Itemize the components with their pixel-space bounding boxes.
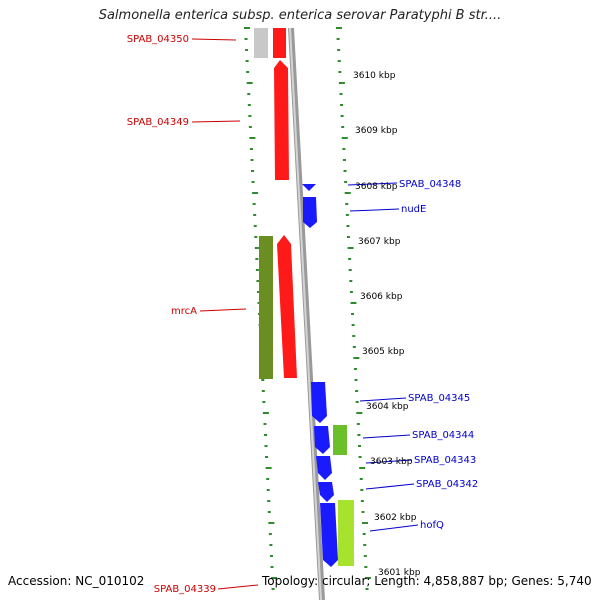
gene-hofq[interactable] <box>320 503 338 567</box>
left-tick-track <box>244 27 278 590</box>
scale-label: 3608 kbp <box>355 182 398 192</box>
gene-spab-04342[interactable] <box>318 482 334 502</box>
gene-label-spab-04339[interactable]: SPAB_04339 <box>154 584 216 595</box>
genome-summary: Topology: circular; Length: 4,858,887 bp… <box>262 574 592 588</box>
gene-label-spab-04349[interactable]: SPAB_04349 <box>127 117 189 128</box>
scale-label: 3601 kbp <box>378 568 421 578</box>
genome-backbone-highlight <box>289 27 322 600</box>
right-gene-labels: SPAB_04348 nudE SPAB_04345 SPAB_04344 SP… <box>399 179 478 531</box>
gene-label-hofq[interactable]: hofQ <box>420 520 444 531</box>
scale-label: 3605 kbp <box>362 347 405 357</box>
gene-spab-04344[interactable] <box>314 426 330 454</box>
gene-spab-04349[interactable] <box>274 60 289 180</box>
gene-nude[interactable] <box>303 197 317 228</box>
gene-mrca[interactable] <box>277 235 297 378</box>
gene-spab-04344-lime[interactable] <box>333 425 347 455</box>
left-gene-labels: SPAB_04350 SPAB_04349 mrcA SPAB_04339 <box>127 34 216 595</box>
label-connectors <box>191 38 419 590</box>
gene-label-spab-04344[interactable]: SPAB_04344 <box>412 430 474 441</box>
gene-label-spab-04345[interactable]: SPAB_04345 <box>408 393 470 404</box>
gene-spab-04345[interactable] <box>311 382 327 423</box>
gene-label-nude[interactable]: nudE <box>401 204 426 215</box>
gene-label-mrca[interactable]: mrcA <box>171 306 197 317</box>
gene-spab-04348[interactable] <box>302 184 316 191</box>
scale-label: 3607 kbp <box>358 237 401 247</box>
gene-spab-04350[interactable] <box>273 28 286 58</box>
gene-label-spab-04343[interactable]: SPAB_04343 <box>414 455 476 466</box>
scale-label: 3606 kbp <box>360 292 403 302</box>
gene-mrca-olive[interactable] <box>259 236 273 379</box>
gene-label-spab-04348[interactable]: SPAB_04348 <box>399 179 461 190</box>
genome-title: Salmonella enterica subsp. enterica sero… <box>98 8 502 23</box>
scale-label: 3604 kbp <box>366 402 409 412</box>
scale-label: 3610 kbp <box>353 71 396 81</box>
accession-label: Accession: NC_010102 <box>8 574 145 588</box>
pseudo-feature-gray[interactable] <box>254 28 268 58</box>
gene-hofq-lime[interactable] <box>338 500 354 566</box>
scale-label: 3603 kbp <box>370 457 413 467</box>
scale-label: 3602 kbp <box>374 513 417 523</box>
right-tick-track <box>336 27 371 590</box>
scale-label: 3609 kbp <box>355 126 398 136</box>
scale-labels: 3610 kbp 3609 kbp 3608 kbp 3607 kbp 3606… <box>353 71 421 578</box>
gene-label-spab-04350[interactable]: SPAB_04350 <box>127 34 189 45</box>
gene-label-spab-04342[interactable]: SPAB_04342 <box>416 479 478 490</box>
gene-spab-04343[interactable] <box>316 456 332 480</box>
